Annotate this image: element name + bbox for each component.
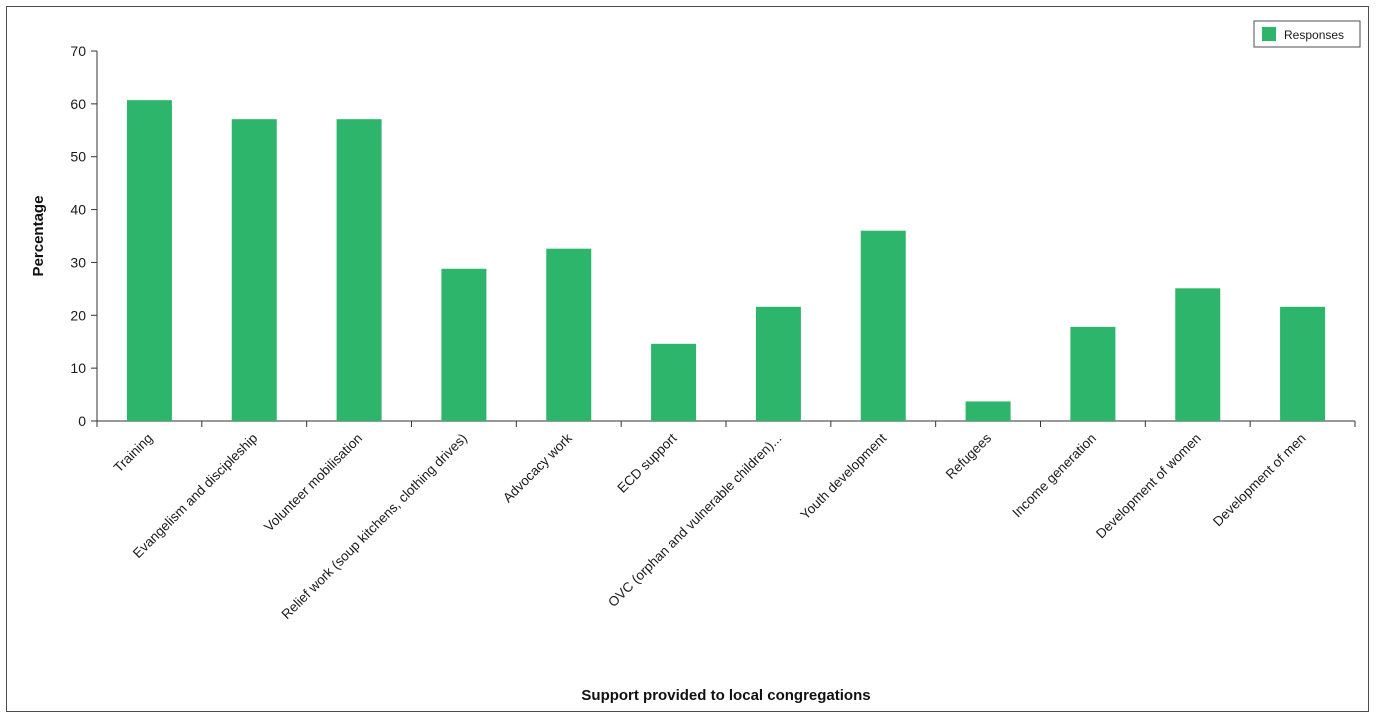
x-tick-label: Development of men: [1210, 431, 1309, 530]
x-tick-label: Training: [111, 431, 156, 476]
y-tick-label: 0: [78, 413, 86, 429]
x-tick-label: Evangelism and discipleship: [130, 431, 261, 562]
y-tick-label: 70: [70, 43, 86, 59]
legend: Responses: [1253, 20, 1361, 48]
x-tick-label: Relief work (soup kitchens, clothing dri…: [279, 431, 471, 623]
bar: [231, 119, 277, 421]
x-tick-label: OVC (orphan and vulnerable children)...: [605, 431, 784, 610]
x-axis-title: Support provided to local congregations: [581, 687, 870, 704]
bars: [126, 100, 1326, 422]
x-tick-label: ECD support: [614, 430, 679, 495]
bar: [1175, 288, 1221, 421]
bar: [441, 268, 487, 421]
y-tick-label: 30: [70, 254, 86, 270]
x-tick-label: Youth development: [797, 430, 889, 522]
legend-box: [1253, 20, 1361, 48]
x-tick-label: Development of women: [1093, 431, 1204, 542]
x-tick-label: Advocacy work: [500, 430, 575, 505]
bar: [336, 119, 382, 421]
x-axis: [96, 420, 1356, 427]
bar: [1280, 306, 1326, 421]
y-tick-label: 60: [70, 96, 86, 112]
x-tick-label: Income generation: [1009, 431, 1099, 521]
bar: [651, 343, 697, 421]
y-tick-label: 50: [70, 149, 86, 165]
bar: [860, 230, 906, 421]
x-tick-label: Refugees: [943, 430, 995, 482]
legend-label: Responses: [1284, 28, 1344, 42]
y-tick-label: 10: [70, 360, 86, 376]
bar: [1070, 326, 1116, 421]
y-tick-label: 40: [70, 202, 86, 218]
bar: [546, 248, 592, 421]
x-tick-label: Volunteer mobilisation: [261, 431, 365, 535]
y-axis: 0 10 20 30 40 50 60 70: [70, 43, 98, 429]
y-tick-label: 20: [70, 307, 86, 323]
bar: [965, 401, 1011, 421]
y-axis-title: Percentage: [30, 196, 47, 277]
bar: [126, 100, 172, 422]
bar: [755, 306, 801, 421]
legend-swatch: [1262, 27, 1276, 41]
